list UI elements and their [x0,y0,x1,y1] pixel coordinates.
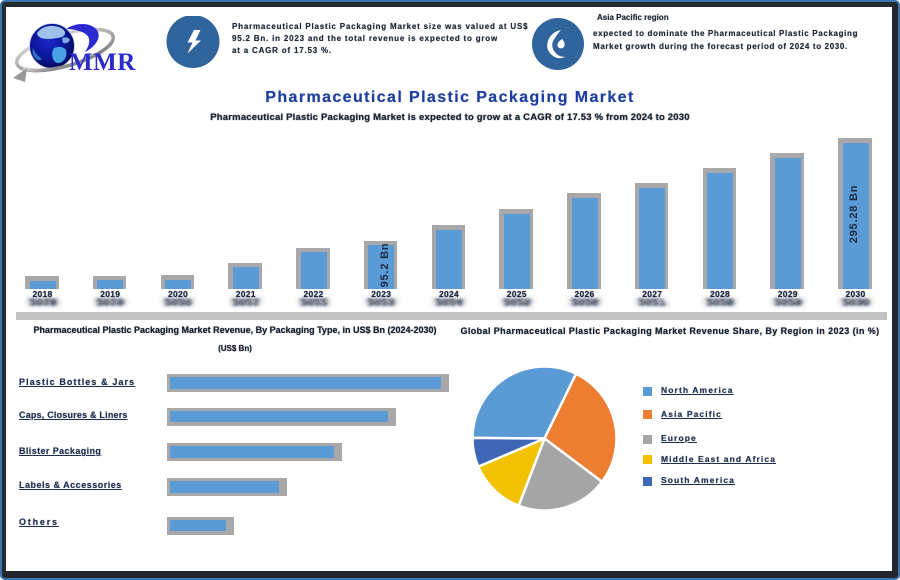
svg-text:MMR: MMR [69,49,136,76]
